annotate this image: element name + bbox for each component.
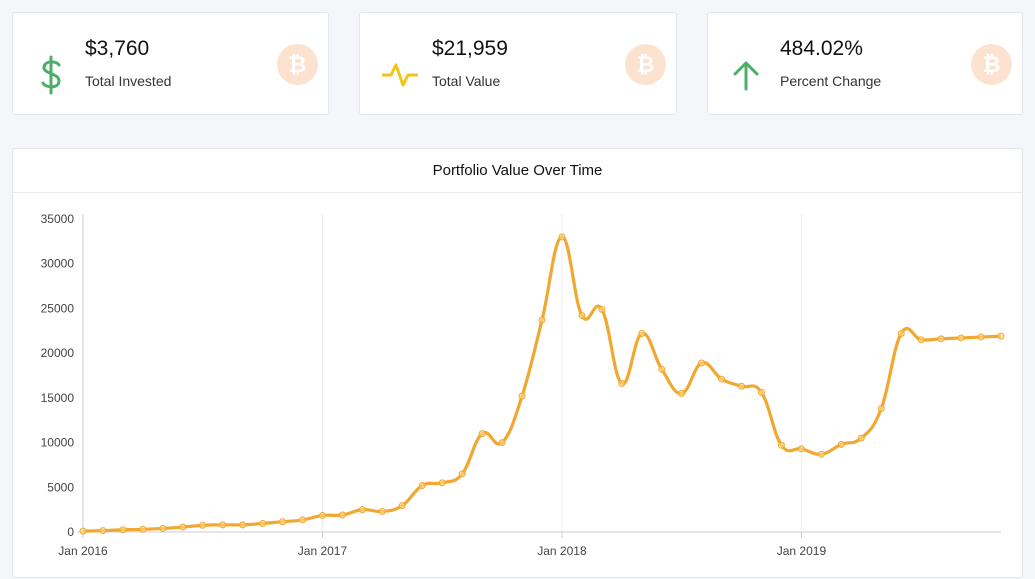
data-point [518, 392, 526, 400]
chart-card: Portfolio Value Over Time 0 5000 10000 1500… [12, 148, 1023, 578]
data-point [338, 511, 346, 519]
x-tick-label: Jan 2018 [537, 544, 587, 558]
data-point [777, 441, 785, 449]
data-point [358, 506, 366, 514]
data-point [79, 527, 87, 535]
data-point [398, 502, 406, 510]
bitcoin-icon: ₿ [625, 44, 666, 85]
data-point [897, 329, 905, 337]
y-tick-label: 10000 [41, 436, 75, 450]
total-invested-label: Total Invested [85, 73, 172, 89]
data-point [239, 521, 247, 529]
bitcoin-icon: ₿ [277, 44, 318, 85]
data-point [977, 333, 985, 341]
data-point [418, 481, 426, 489]
dollar-icon [35, 55, 67, 95]
data-point [718, 375, 726, 383]
y-tick-label: 5000 [47, 480, 74, 494]
data-point [199, 521, 207, 529]
x-tick-label: Jan 2016 [58, 544, 108, 558]
pulse-icon [382, 55, 418, 95]
data-point [458, 470, 466, 478]
data-point [139, 525, 147, 533]
y-tick-label: 35000 [41, 212, 75, 226]
x-tick-label: Jan 2019 [777, 544, 827, 558]
y-tick-label: 15000 [41, 391, 75, 405]
x-tick-label: Jan 2017 [298, 544, 348, 558]
total-invested-value: $3,760 [85, 37, 150, 60]
data-point [937, 335, 945, 343]
data-point [159, 524, 167, 532]
data-point [797, 445, 805, 453]
data-point [658, 365, 666, 373]
y-tick-label: 20000 [41, 346, 75, 360]
bitcoin-icon: ₿ [971, 44, 1012, 85]
data-point [259, 520, 267, 528]
data-point [378, 507, 386, 515]
data-point [578, 312, 586, 320]
data-point [279, 518, 287, 526]
chart-title: Portfolio Value Over Time [13, 149, 1022, 193]
data-point [498, 439, 506, 447]
y-tick-label: 30000 [41, 257, 75, 271]
data-point [219, 521, 227, 529]
series-line [82, 235, 1002, 533]
data-point [478, 430, 486, 438]
data-point [997, 332, 1005, 340]
percent-change-label: Percent Change [780, 73, 882, 89]
data-point [318, 511, 326, 519]
data-point [558, 233, 566, 241]
data-point [598, 305, 606, 313]
y-tick-label: 0 [67, 525, 74, 539]
stat-card-value: $21,959 Total Value ₿ [359, 12, 677, 115]
percent-change-value: 484.02% [780, 37, 863, 60]
portfolio-line-chart: 0 5000 10000 15000 20000 25000 30000 35000 Jan 2… [41, 212, 1005, 558]
data-point [438, 479, 446, 487]
data-point [917, 336, 925, 344]
stat-card-invested: $3,760 Total Invested ₿ [12, 12, 329, 115]
total-value-label: Total Value [432, 73, 501, 89]
data-point [678, 389, 686, 397]
data-point [758, 388, 766, 396]
arrow-up-icon [730, 55, 762, 95]
data-point [957, 334, 965, 342]
data-point [618, 380, 626, 388]
total-value-value: $21,959 [432, 37, 508, 60]
data-point [179, 523, 187, 531]
data-point [837, 440, 845, 448]
y-tick-label: 25000 [41, 301, 75, 315]
data-point [99, 527, 107, 535]
data-point [857, 434, 865, 442]
data-point [538, 316, 546, 324]
data-point [638, 329, 646, 337]
data-point [299, 516, 307, 524]
data-point [738, 382, 746, 390]
data-point [119, 526, 127, 534]
data-point [877, 405, 885, 413]
stat-card-change: 484.02% Percent Change ₿ [707, 12, 1023, 115]
data-point [817, 450, 825, 458]
data-point [698, 359, 706, 367]
